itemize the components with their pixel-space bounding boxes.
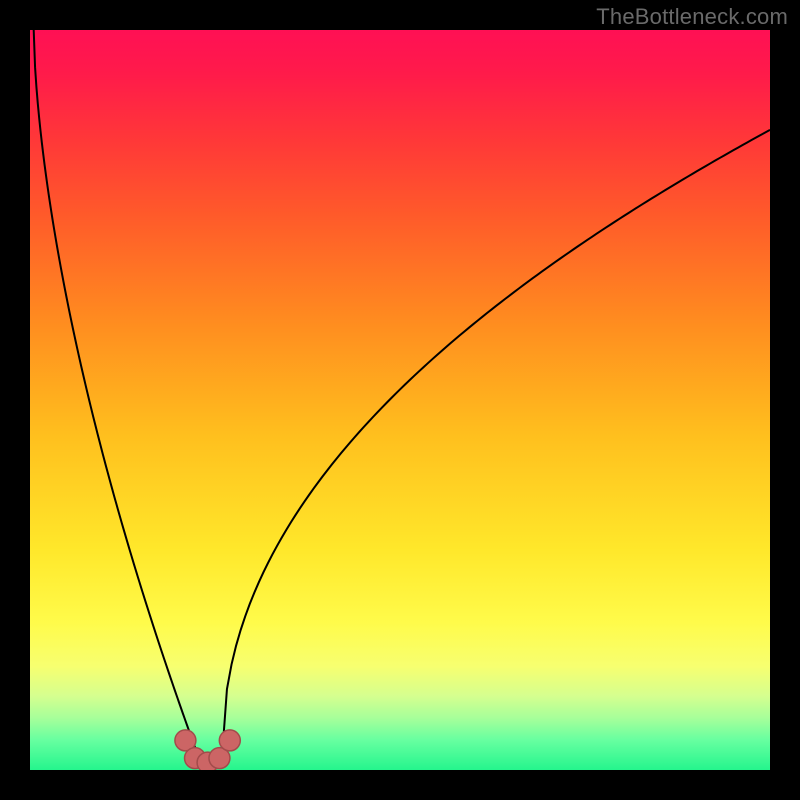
marker-dot: [219, 730, 240, 751]
watermark-text: TheBottleneck.com: [596, 4, 788, 30]
chart-background: [30, 30, 770, 770]
plot-area: [30, 30, 770, 770]
chart-svg: [30, 30, 770, 770]
